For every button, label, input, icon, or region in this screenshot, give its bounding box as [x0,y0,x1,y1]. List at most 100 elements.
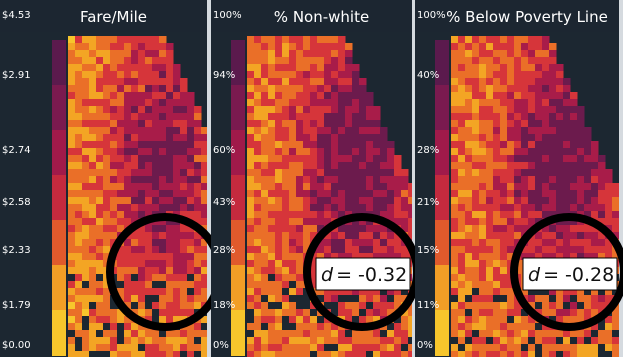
map-cell [458,78,466,86]
map-cell [507,351,515,357]
map-cell [187,113,195,121]
map-cell [275,260,283,268]
map-cell [563,330,571,338]
map-cell [303,71,311,79]
map-cell [303,141,311,149]
map-cell [159,190,167,198]
map-cell [187,99,195,107]
map-cell [131,92,139,100]
map-cell [591,148,599,156]
map-cell [345,50,353,58]
map-cell [173,113,181,121]
map-cell [261,239,269,247]
map-cell [89,260,97,268]
map-cell [514,316,522,324]
map-cell [296,106,304,114]
map-cell [563,148,571,156]
map-cell [117,267,125,275]
map-cell [528,211,536,219]
map-cell [145,78,153,86]
legend-swatch [52,40,66,86]
map-cell [138,134,146,142]
map-cell [296,169,304,177]
map-cell [528,85,536,93]
map-cell [117,43,125,51]
map-cell [310,197,318,205]
map-cell [577,120,585,128]
map-cell [514,232,522,240]
map-cell [521,176,529,184]
map-cell [584,344,592,352]
map-cell [296,99,304,107]
map-cell [75,267,83,275]
map-cell [296,113,304,121]
map-cell [247,239,255,247]
map-cell [110,113,118,121]
map-cell [556,134,564,142]
map-cell [507,113,515,121]
map-cell [131,148,139,156]
map-cell [331,183,339,191]
map-cell [408,218,416,226]
map-cell [296,190,304,198]
map-cell [458,148,466,156]
map-cell [75,85,83,93]
map-cell [451,344,459,352]
map-cell [254,92,262,100]
map-cell [394,211,402,219]
map-cell [458,162,466,170]
map-cell [310,78,318,86]
map-cell [458,344,466,352]
map-cell [82,85,90,93]
map-cell [117,344,125,352]
map-cell [591,211,599,219]
map-cell [352,127,360,135]
map-cell [145,344,153,352]
map-cell [268,316,276,324]
map-cell [366,176,374,184]
map-cell [401,337,409,345]
map-cell [152,183,160,191]
map-cell [486,260,494,268]
map-cell [451,85,459,93]
map-cell [194,148,202,156]
map-cell [124,162,132,170]
map-cell [514,57,522,65]
map-cell [549,302,557,310]
map-cell [110,120,118,128]
annotation-symbol: d [528,264,541,286]
map-cell [507,36,515,44]
map-cell [247,316,255,324]
map-cell [131,351,139,357]
map-cell [117,323,125,331]
map-cell [289,64,297,72]
map-cell [166,309,174,317]
map-cell [507,64,515,72]
map-cell [493,162,501,170]
map-cell [317,127,325,135]
map-cell [486,127,494,135]
map-cell [479,120,487,128]
map-cell [514,204,522,212]
map-cell [131,50,139,58]
map-cell [465,274,473,282]
map-cell [556,85,564,93]
map-cell [359,302,367,310]
map-cell [472,127,480,135]
map-cell [338,162,346,170]
map-cell [173,344,181,352]
map-cell [345,141,353,149]
map-cell [465,197,473,205]
map-cell [247,232,255,240]
map-cell [479,337,487,345]
map-cell [201,260,209,268]
map-cell [282,351,290,357]
map-cell [577,113,585,121]
map-cell [117,330,125,338]
map-cell [289,295,297,303]
map-cell [173,260,181,268]
map-cell [268,337,276,345]
map-cell [542,134,550,142]
map-cell [352,162,360,170]
map-cell [507,106,515,114]
